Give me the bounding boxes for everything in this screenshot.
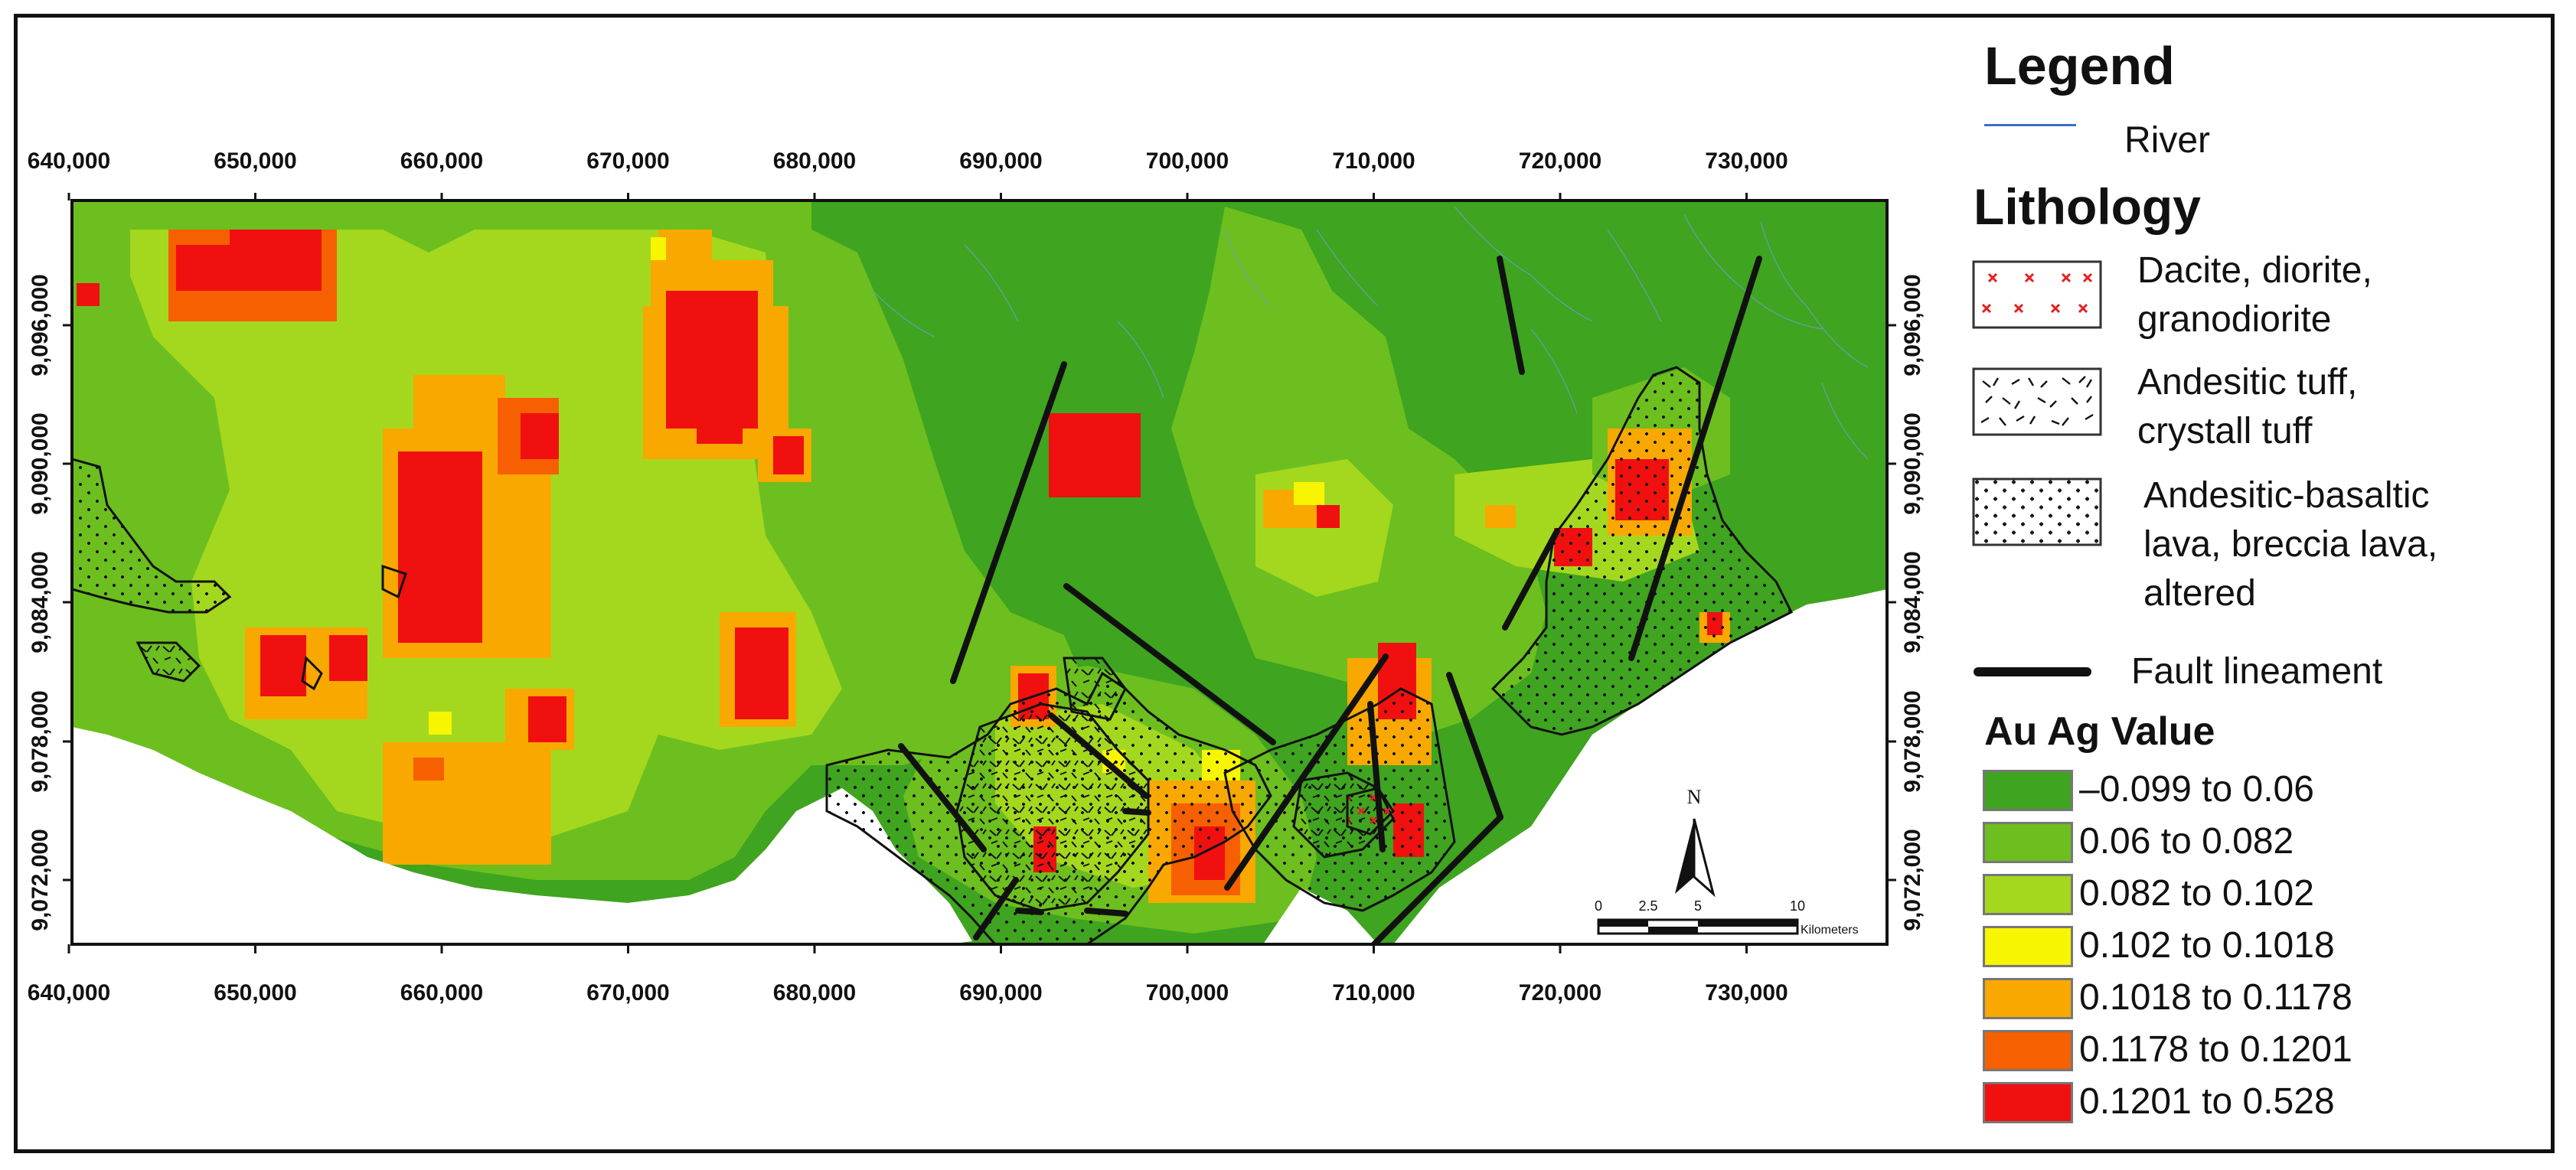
tuff-pattern-icon [1972, 367, 2102, 436]
x-tick-label-top: 670,000 [586, 148, 669, 174]
y-tick-label-left: 9,090,000 [28, 412, 53, 514]
y-tick-label-left: 9,078,000 [28, 690, 53, 792]
x-axis-bottom: 640,000 650,000 660,000 670,000 680,000 690,0… [28, 944, 1788, 1005]
map-neatline [70, 199, 1889, 946]
lithology-1-line2: granodiorite [2137, 299, 2332, 340]
x-tick-label-top: 640,000 [28, 148, 110, 174]
y-tick-label-right: 9,078,000 [1900, 690, 1925, 792]
class-label: 0.1201 to 0.528 [2079, 1081, 2335, 1122]
class-label: 0.082 to 0.102 [2079, 873, 2314, 914]
fault-lineaments [898, 256, 1762, 944]
y-axis-left: 9,096,000 9,090,000 9,084,000 9,078,000 9,07… [28, 274, 72, 931]
x-tick-label-bottom: 690,000 [959, 980, 1042, 1005]
class-label: 0.1018 to 0.1178 [2079, 977, 2352, 1018]
x-tick-label-top: 660,000 [400, 148, 483, 174]
x-tick-label-bottom: 670,000 [586, 980, 669, 1005]
x-tick-label-top: 730,000 [1705, 148, 1788, 174]
dot-pattern-icon [1972, 477, 2102, 546]
x-tick-label-bottom: 640,000 [28, 980, 110, 1005]
lithology-2-line2: crystall tuff [2137, 411, 2313, 451]
class-label: 0.102 to 0.1018 [2079, 925, 2335, 966]
y-tick-label-right: 9,072,000 [1900, 829, 1925, 930]
y-tick-label-left: 9,096,000 [28, 274, 53, 376]
class-swatch [1983, 822, 2073, 863]
scale-label-2-5: 2.5 [1638, 898, 1657, 914]
x-axis-top: 640,000 650,000 660,000 670,000 680,000 690,0… [28, 148, 1788, 200]
y-tick-label-right: 9,084,000 [1900, 551, 1925, 653]
north-arrow: N [1675, 786, 1716, 898]
scale-label-5: 5 [1694, 898, 1702, 914]
y-tick-label-right: 9,090,000 [1900, 412, 1925, 514]
x-tick-label-bottom: 650,000 [214, 980, 296, 1005]
cross-pattern-icon [1972, 260, 2102, 329]
class-label: 0.1178 to 0.1201 [2079, 1029, 2352, 1070]
class-swatch [1983, 770, 2073, 811]
class-label: –0.099 to 0.06 [2079, 769, 2314, 810]
fault-label: Fault lineament [2131, 651, 2383, 692]
y-axis-right: 9,096,000 9,090,000 9,084,000 9,078,000 9,07… [1887, 274, 1925, 931]
value-class-list: –0.099 to 0.06 0.06 to 0.082 0.082 to 0.… [1983, 767, 2534, 1134]
x-tick-label-top: 720,000 [1519, 148, 1601, 174]
x-tick-label-bottom: 720,000 [1519, 980, 1601, 1005]
lithology-title: Lithology [1974, 178, 2201, 235]
scale-unit: Kilometers [1801, 924, 1859, 937]
x-tick-label-top: 710,000 [1332, 148, 1415, 174]
lithology-polygons [72, 366, 1794, 944]
x-tick-label-bottom: 710,000 [1332, 980, 1415, 1005]
y-tick-label-left: 9,084,000 [28, 551, 53, 653]
y-tick-label-left: 9,072,000 [28, 829, 53, 930]
class-swatch [1983, 874, 2073, 915]
class-swatch [1983, 1030, 2073, 1071]
x-tick-label-bottom: 700,000 [1146, 980, 1229, 1005]
class-swatch [1983, 978, 2073, 1019]
class-swatch [1983, 926, 2073, 967]
x-tick-label-top: 690,000 [959, 148, 1042, 174]
y-tick-label-right: 9,096,000 [1900, 274, 1925, 376]
figure-frame [14, 14, 2555, 1153]
class-label: 0.06 to 0.082 [2079, 821, 2294, 862]
legend-panel: Legend River Lithology Dacite, diorite, … [1967, 31, 2549, 1148]
class-swatch [1983, 1082, 2073, 1123]
river-symbol [1984, 124, 2076, 126]
lithology-1-line1: Dacite, diorite, [2137, 250, 2372, 291]
x-tick-label-bottom: 680,000 [773, 980, 856, 1005]
legend-title: Legend [1984, 36, 2175, 96]
x-tick-label-top: 650,000 [214, 148, 296, 174]
value-title: Au Ag Value [1984, 709, 2215, 754]
x-tick-label-bottom: 730,000 [1705, 980, 1788, 1005]
anomaly-raster [72, 200, 1887, 944]
river-network [872, 206, 1869, 460]
river-label: River [2124, 120, 2211, 161]
scale-label-0: 0 [1595, 898, 1602, 914]
lithology-3-line2: lava, breccia lava, [2143, 524, 2438, 565]
fault-symbol [1974, 667, 2091, 676]
x-tick-label-bottom: 660,000 [400, 980, 483, 1005]
scale-bar: 0 2.5 5 10 Kilometers [1595, 898, 1859, 937]
lithology-2-line1: Andesitic tuff, [2137, 362, 2358, 402]
lithology-3-line1: Andesitic-basaltic [2143, 475, 2430, 516]
x-tick-label-top: 700,000 [1146, 148, 1229, 174]
lithology-3-line3: altered [2143, 573, 2256, 614]
north-label: N [1687, 786, 1702, 808]
scale-label-10: 10 [1790, 898, 1805, 914]
x-tick-label-top: 680,000 [773, 148, 856, 174]
